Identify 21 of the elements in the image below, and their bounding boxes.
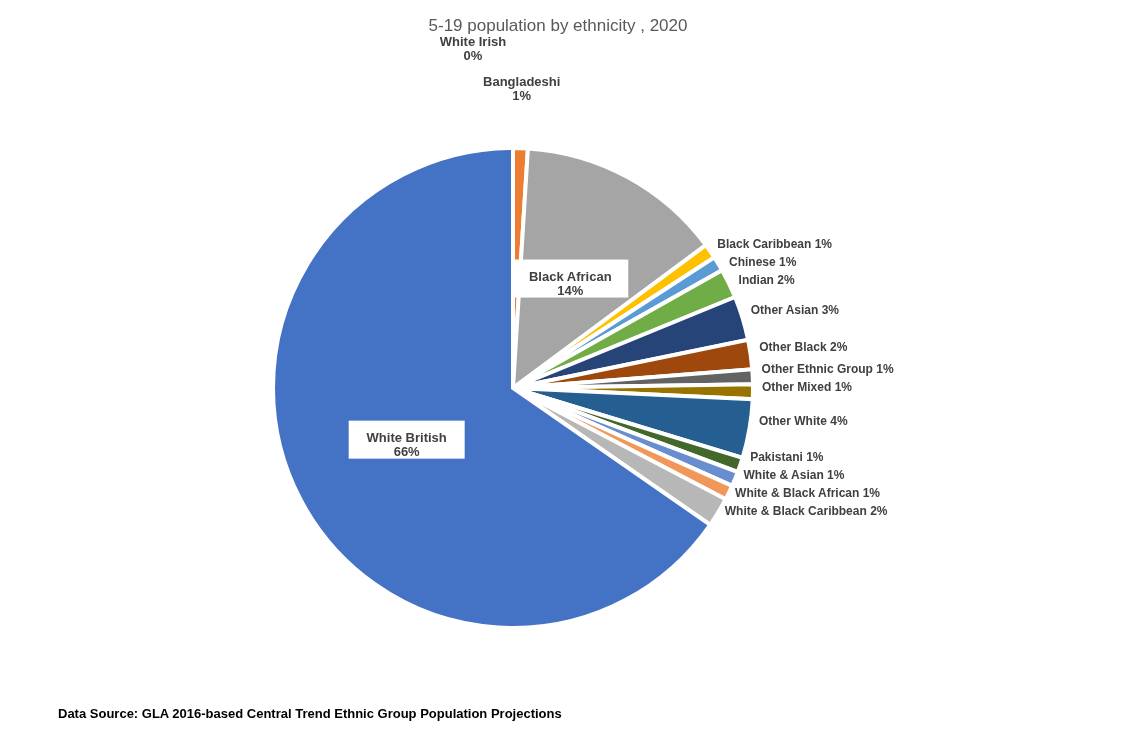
slice-label: Black Caribbean 1%: [717, 236, 833, 251]
source-note: Data Source: GLA 2016-based Central Trend Ethnic Group Population Projections: [58, 706, 562, 721]
slice-label: White & Asian 1%: [743, 468, 845, 483]
data-label: 14%: [557, 282, 584, 298]
slice-label: Other Black 2%: [759, 339, 848, 354]
slice-label: White & Black Caribbean 2%: [724, 504, 888, 519]
chart-title: 5-19 population by ethnicity , 2020: [427, 16, 689, 36]
slice-label: Bangladeshi: [483, 73, 561, 89]
slice-label: Other Asian 3%: [750, 303, 840, 318]
text: 0%: [463, 47, 483, 63]
slice-label: Other Mixed 1%: [761, 380, 853, 395]
slice-label: Black African: [528, 268, 612, 284]
data-label: 66%: [393, 443, 421, 459]
slice-label: Pakistani 1%: [750, 450, 824, 465]
slice-label: Chinese 1%: [729, 254, 797, 269]
slice-label: White & Black African 1%: [735, 486, 881, 501]
slice-label: Indian 2%: [738, 272, 795, 287]
category-label: White Irish: [439, 33, 507, 49]
slice-label: Other Ethnic Group 1%: [761, 362, 894, 377]
slice-label: Other White 4%: [758, 414, 848, 429]
slice-label: White British: [366, 429, 447, 445]
